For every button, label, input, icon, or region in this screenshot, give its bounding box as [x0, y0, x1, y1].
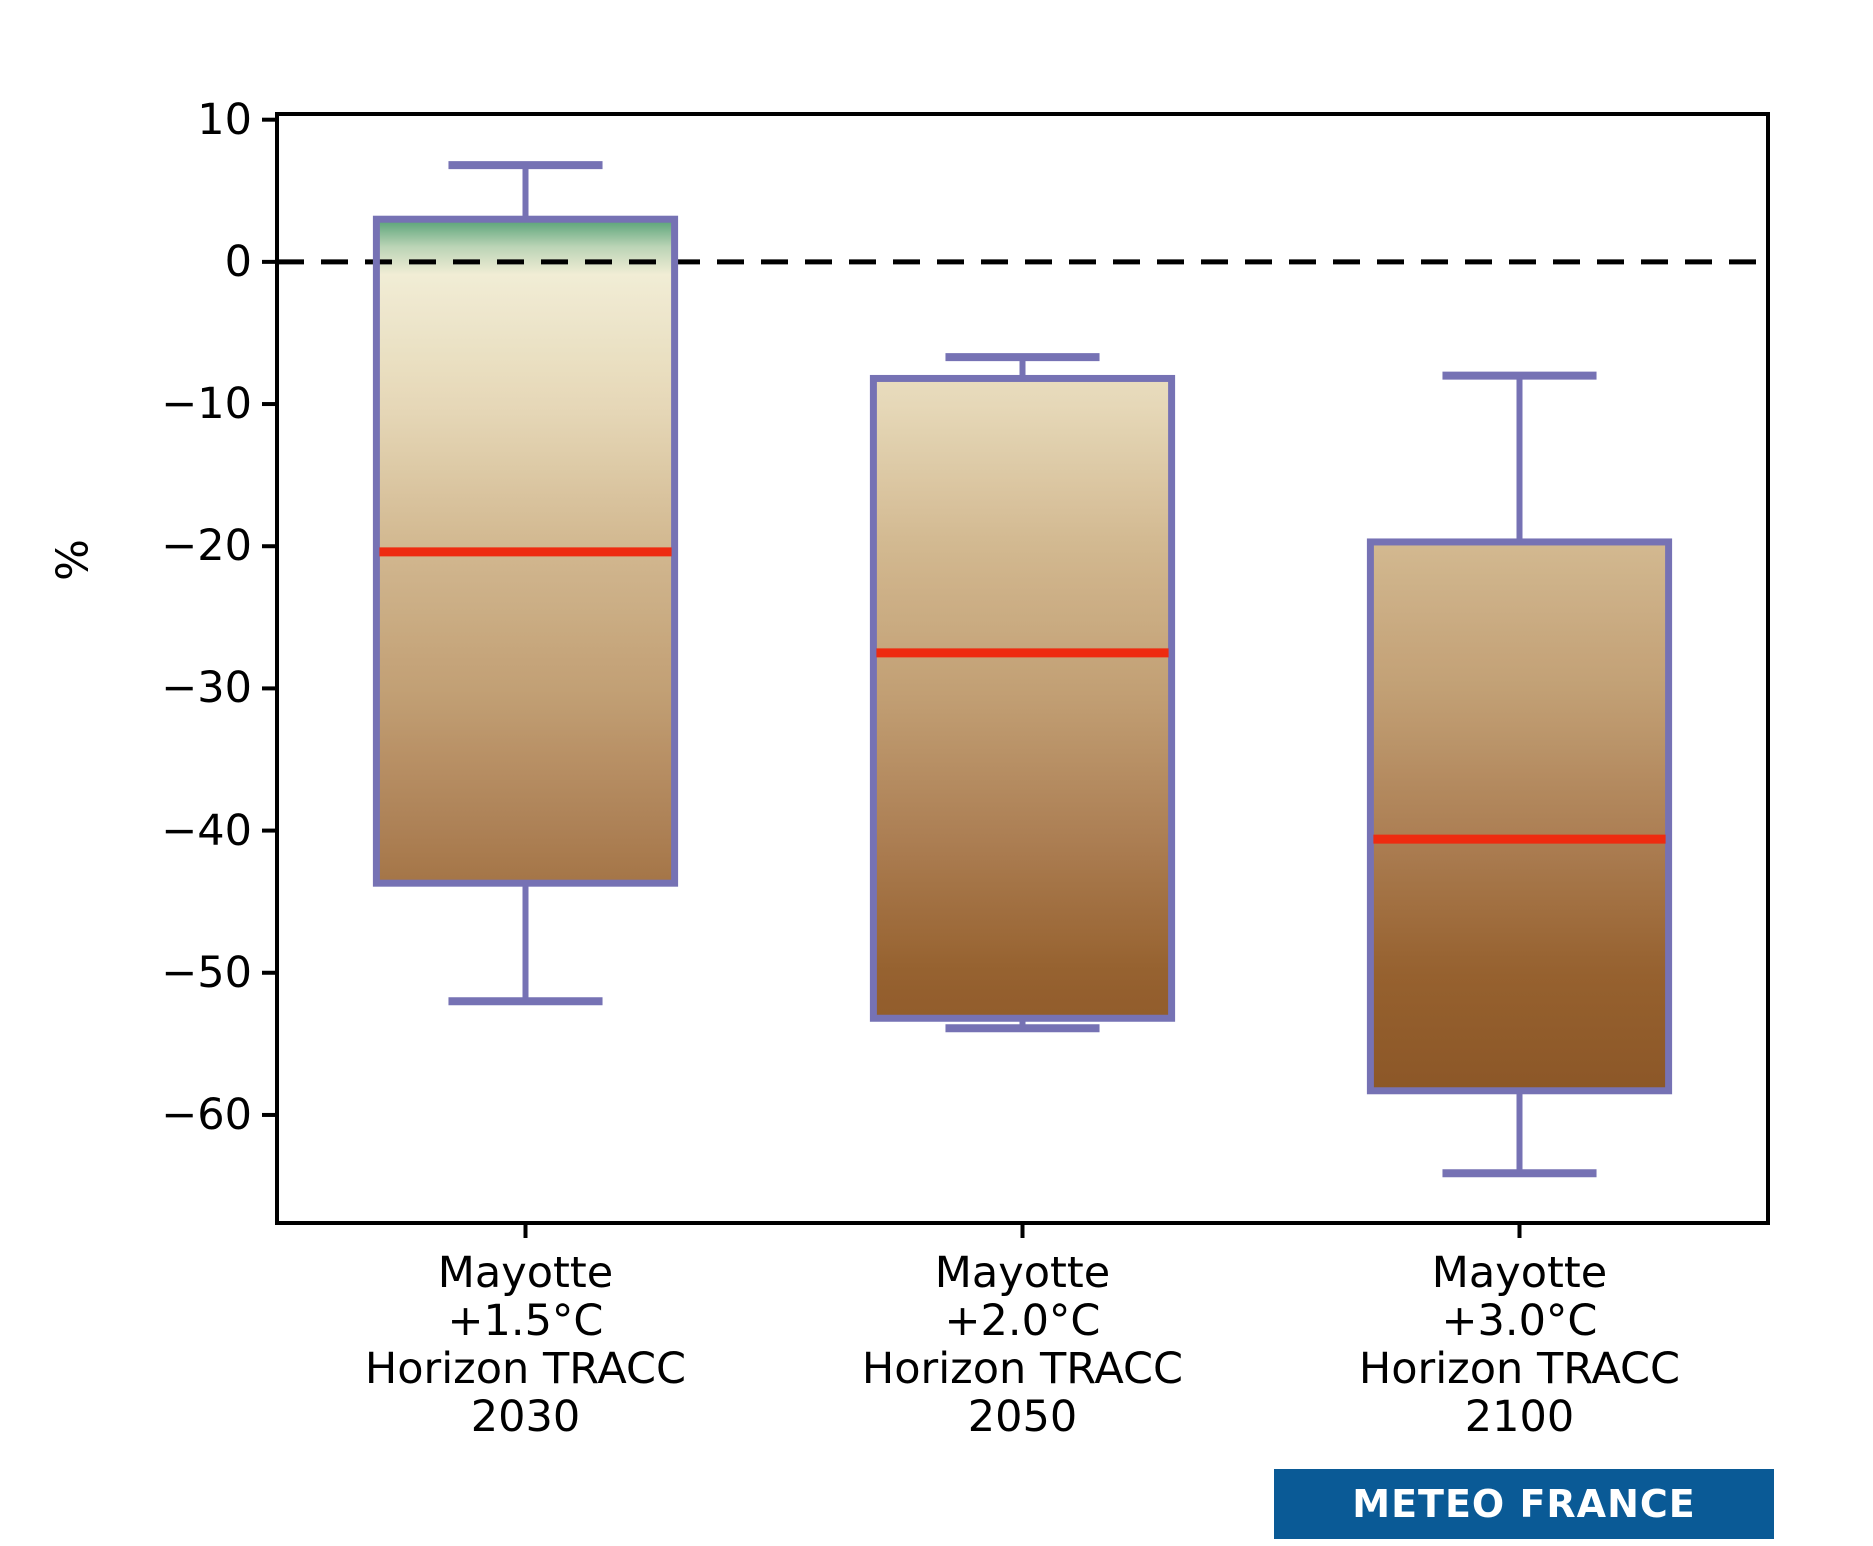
meteo-france-logo-text: METEO FRANCE: [1352, 1482, 1696, 1526]
y-axis-label: %: [47, 539, 99, 581]
x-category-label-line: 2050: [967, 1392, 1078, 1442]
box-1: [873, 378, 1172, 1019]
y-tick-label: −50: [161, 947, 252, 998]
y-tick-label: −20: [161, 521, 252, 572]
x-category-label-line: +3.0°C: [1441, 1296, 1598, 1346]
x-category-label-line: Mayotte: [934, 1248, 1111, 1298]
box-2: [1370, 541, 1669, 1091]
x-category-label-line: 2100: [1464, 1392, 1575, 1442]
x-category-label-0: Mayotte +1.5°C Horizon TRACC 2030: [296, 1249, 756, 1441]
x-category-label-line: Horizon TRACC: [364, 1344, 687, 1394]
y-tick-label: 10: [197, 94, 252, 145]
y-tick-label: −10: [161, 379, 252, 430]
y-tick-label: −40: [161, 805, 252, 856]
meteo-france-logo: METEO FRANCE: [1274, 1469, 1774, 1539]
x-category-label-line: Mayotte: [1431, 1248, 1608, 1298]
x-category-label-line: +2.0°C: [944, 1296, 1101, 1346]
y-tick-label: −60: [161, 1089, 252, 1140]
x-category-label-line: +1.5°C: [447, 1296, 604, 1346]
y-tick-label: 0: [224, 236, 252, 287]
y-tick-label: −30: [161, 663, 252, 714]
x-category-label-line: 2030: [470, 1392, 581, 1442]
x-category-label-line: Horizon TRACC: [1358, 1344, 1681, 1394]
x-category-label-1: Mayotte +2.0°C Horizon TRACC 2050: [793, 1249, 1253, 1441]
x-category-label-2: Mayotte +3.0°C Horizon TRACC 2100: [1290, 1249, 1750, 1441]
x-category-label-line: Horizon TRACC: [861, 1344, 1184, 1394]
x-category-label-line: Mayotte: [437, 1248, 614, 1298]
